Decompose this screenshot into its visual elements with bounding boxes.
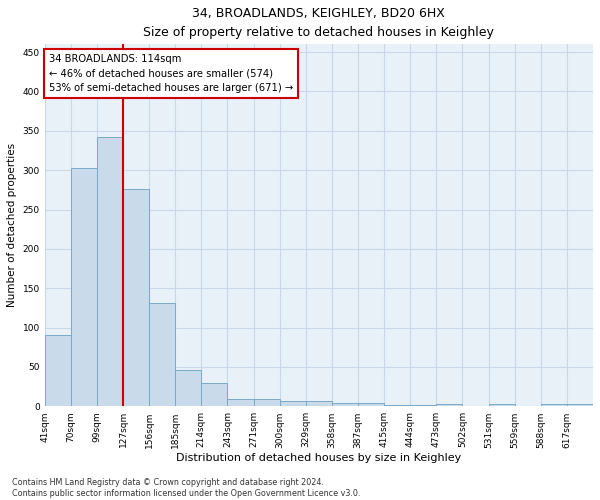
Bar bbox=[306, 401, 332, 406]
Bar bbox=[488, 404, 515, 406]
Bar bbox=[541, 404, 567, 406]
X-axis label: Distribution of detached houses by size in Keighley: Distribution of detached houses by size … bbox=[176, 453, 461, 463]
Bar bbox=[358, 403, 384, 406]
Bar bbox=[332, 403, 358, 406]
Bar bbox=[384, 404, 410, 406]
Title: 34, BROADLANDS, KEIGHLEY, BD20 6HX
Size of property relative to detached houses : 34, BROADLANDS, KEIGHLEY, BD20 6HX Size … bbox=[143, 7, 494, 39]
Bar bbox=[202, 382, 227, 406]
Text: Contains HM Land Registry data © Crown copyright and database right 2024.
Contai: Contains HM Land Registry data © Crown c… bbox=[12, 478, 361, 498]
Bar bbox=[410, 404, 436, 406]
Bar bbox=[254, 399, 280, 406]
Bar bbox=[567, 404, 593, 406]
Bar bbox=[280, 401, 306, 406]
Bar bbox=[227, 399, 254, 406]
Bar bbox=[149, 303, 175, 406]
Text: 34 BROADLANDS: 114sqm
← 46% of detached houses are smaller (574)
53% of semi-det: 34 BROADLANDS: 114sqm ← 46% of detached … bbox=[49, 54, 293, 94]
Bar bbox=[123, 189, 149, 406]
Bar bbox=[436, 404, 463, 406]
Bar bbox=[97, 137, 123, 406]
Y-axis label: Number of detached properties: Number of detached properties bbox=[7, 143, 17, 308]
Bar bbox=[71, 168, 97, 406]
Bar bbox=[175, 370, 202, 406]
Bar bbox=[44, 334, 71, 406]
